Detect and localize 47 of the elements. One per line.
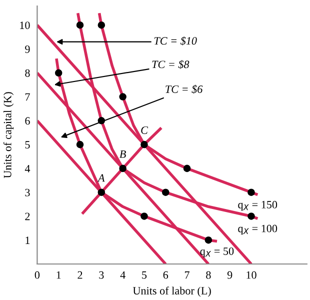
x-tick-label: 3 xyxy=(99,271,104,279)
x-tick-label: 0 xyxy=(34,271,40,279)
point xyxy=(119,164,126,172)
y-axis-title: Units of capital (K) xyxy=(3,92,14,178)
annotation: TC = $8 xyxy=(152,60,190,69)
point xyxy=(162,188,170,196)
point xyxy=(140,140,148,148)
y-tick-label: 2 xyxy=(25,212,30,220)
point xyxy=(76,140,84,148)
point xyxy=(140,212,148,220)
point xyxy=(98,21,106,29)
point xyxy=(54,69,62,77)
y-tick-label: 7 xyxy=(25,93,30,101)
point xyxy=(248,212,255,220)
point xyxy=(204,236,212,244)
point xyxy=(98,188,106,196)
y-tick-label: 4 xyxy=(24,164,30,172)
annotation: TC = $6 xyxy=(166,84,203,94)
x-tick-label: 9 xyxy=(227,271,232,279)
x-tick-label: 7 xyxy=(184,271,190,279)
annotation: B xyxy=(120,150,126,158)
x-tick-label: 5 xyxy=(142,271,147,279)
annotation: C xyxy=(141,126,148,134)
x-tick-label: 1 xyxy=(56,271,61,279)
x-tick-label: 8 xyxy=(206,271,211,279)
y-tick-label: 8 xyxy=(25,69,30,77)
y-tick-label: 6 xyxy=(25,117,30,125)
x-axis-title: Units of labor (L) xyxy=(132,286,211,297)
y-tick-label: 3 xyxy=(25,188,30,196)
x-tick-label: 6 xyxy=(163,271,168,279)
x-tick-label: 2 xyxy=(78,271,82,279)
point xyxy=(248,188,255,196)
point xyxy=(119,93,126,100)
series-label: q$_{X}$ = 100 xyxy=(238,224,278,235)
series-label: q$_{X}$ = 150 xyxy=(238,200,278,211)
annotation: A xyxy=(97,174,105,182)
point xyxy=(183,164,191,172)
annotation: TC = $10 xyxy=(154,36,197,46)
series-label: q$_{X}$ = 50 xyxy=(200,247,234,258)
y-tick-label: 10 xyxy=(20,22,30,30)
y-tick-label: 9 xyxy=(25,45,30,53)
x-tick-label: 4 xyxy=(120,271,126,279)
line-series xyxy=(80,126,163,216)
y-tick-label: 5 xyxy=(25,141,30,149)
x-tick-label: 10 xyxy=(246,271,256,279)
point xyxy=(76,21,84,29)
y-tick-label: 1 xyxy=(26,236,30,244)
